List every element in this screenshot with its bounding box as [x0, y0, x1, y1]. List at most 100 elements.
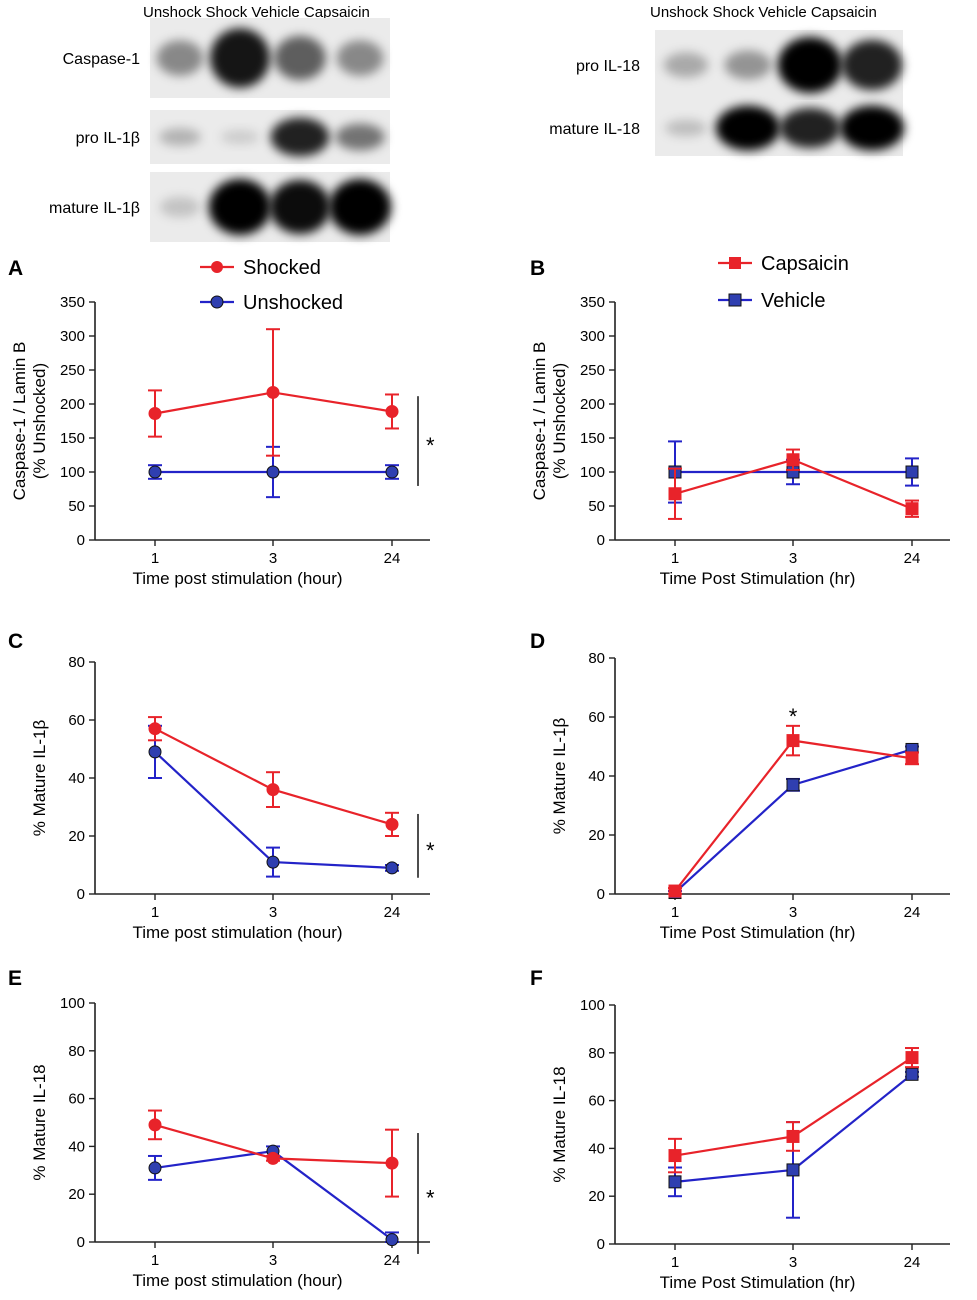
y-tick-label: 100	[60, 464, 85, 481]
blot-band	[839, 105, 905, 151]
y-axis-title: % Mature IL-18	[550, 1066, 569, 1182]
y-tick-label: 250	[60, 362, 85, 379]
x-tick-label: 24	[384, 550, 401, 567]
x-tick-label: 1	[151, 904, 159, 921]
y-tick-label: 60	[68, 712, 85, 729]
x-tick-label: 24	[904, 1254, 921, 1271]
y-tick-label: 100	[580, 464, 605, 481]
chart-panel-e: E 0 20 40 60 80 100 1 3 24 Time post stimulation (…	[8, 967, 435, 1290]
x-axis-title: Time post stimulation (hour)	[132, 1271, 342, 1290]
panel-letter: E	[8, 967, 22, 990]
data-point	[668, 884, 682, 898]
x-tick-label: 3	[269, 1252, 277, 1269]
data-point	[905, 465, 919, 479]
data-point	[786, 734, 800, 748]
chart-panel-c: C 0 20 40 60 80 1 3 24 Time post stimulation (hou…	[8, 630, 435, 942]
y-tick-label: 200	[60, 396, 85, 413]
x-tick-label: 3	[269, 904, 277, 921]
y-tick-label: 80	[588, 650, 605, 667]
y-tick-label: 80	[68, 1043, 85, 1060]
data-point	[786, 1129, 800, 1143]
y-tick-label: 60	[68, 1091, 85, 1108]
data-point	[148, 407, 162, 421]
y-tick-label: 40	[588, 768, 605, 785]
blot-band	[779, 107, 841, 149]
blot-band	[274, 35, 326, 81]
chart-panel-b: B 0 50 100 150 200 250 300 350 1 3 24 Time Post Stim…	[530, 257, 950, 588]
series-shocked	[148, 716, 399, 837]
y-tick-label: 80	[68, 654, 85, 671]
data-point	[385, 1156, 399, 1170]
y-tick-label: 40	[588, 1140, 605, 1157]
x-tick-label: 3	[789, 550, 797, 567]
data-point	[786, 778, 800, 792]
y-tick-label: 50	[588, 498, 605, 515]
x-axis-title: Time Post Stimulation (hr)	[660, 923, 856, 942]
y-tick-label: 300	[580, 328, 605, 345]
y-tick-label: 150	[580, 430, 605, 447]
blot-row-label: pro IL-1β	[76, 130, 140, 147]
x-tick-label: 24	[904, 550, 921, 567]
blot-band	[724, 50, 772, 80]
data-point	[148, 745, 162, 759]
y-tick-label: 100	[60, 995, 85, 1012]
data-point	[385, 404, 399, 418]
panel-letter: C	[8, 630, 23, 653]
data-point	[148, 722, 162, 736]
blot-row-label: pro IL-18	[576, 58, 640, 75]
y-axis-title: Caspase-1 / Lamin B	[530, 342, 549, 501]
panel-letter: A	[8, 257, 23, 280]
blot-band	[663, 52, 709, 78]
legend-marker-vehicle	[728, 293, 742, 307]
chart-panel-f: F 0 20 40 60 80 100 1 3 24 Time Post Stimulation (…	[530, 967, 950, 1292]
panel-letter: F	[530, 967, 543, 990]
blot-band	[156, 40, 204, 76]
x-tick-label: 24	[904, 904, 921, 921]
blot-right-row: mature IL-18	[549, 100, 905, 156]
data-point	[905, 502, 919, 516]
panel-letter: D	[530, 630, 545, 653]
x-tick-label: 1	[671, 1254, 679, 1271]
legend-marker-unshocked	[210, 295, 224, 309]
legend-left: Shocked Unshocked	[200, 257, 343, 314]
data-point	[668, 1149, 682, 1163]
blot-right-row: pro IL-18	[576, 30, 903, 100]
blot-row-label: Caspase-1	[63, 51, 140, 68]
legend-label-vehicle: Vehicle	[761, 290, 826, 312]
series-unshocked	[148, 445, 399, 499]
data-point	[905, 751, 919, 765]
series-vehicle	[668, 742, 919, 900]
x-tick-label: 3	[789, 1254, 797, 1271]
data-point	[266, 465, 280, 479]
legend-label-capsaicin: Capsaicin	[761, 253, 849, 275]
series-unshocked	[148, 724, 399, 878]
x-tick-label: 24	[384, 1252, 401, 1269]
data-point	[905, 1067, 919, 1081]
blot-band	[777, 37, 843, 93]
y-tick-label: 0	[77, 886, 85, 903]
y-tick-label: 300	[60, 328, 85, 345]
legend-marker-shocked	[211, 261, 223, 273]
y-tick-label: 100	[580, 997, 605, 1014]
data-point	[385, 817, 399, 831]
y-tick-label: 20	[588, 1188, 605, 1205]
series-capsaicin	[668, 724, 919, 898]
y-axis-title: Caspase-1 / Lamin B	[10, 342, 29, 501]
y-tick-label: 60	[588, 709, 605, 726]
x-axis-title: Time post stimulation (hour)	[132, 923, 342, 942]
blot-band	[270, 117, 330, 157]
x-tick-label: 3	[269, 550, 277, 567]
x-axis-title: Time Post Stimulation (hr)	[660, 569, 856, 588]
blot-band	[159, 128, 201, 146]
significance-star: *	[426, 838, 435, 863]
blot-right: Unshock Shock Vehicle Capsaicin pro IL-1…	[549, 4, 905, 156]
series-capsaicin	[668, 1047, 919, 1174]
data-point	[668, 1175, 682, 1189]
y-tick-label: 0	[77, 532, 85, 549]
significance-star: *	[426, 433, 435, 458]
blot-band	[269, 179, 331, 235]
y-axis-title: % Mature IL-1β	[550, 718, 569, 835]
y-tick-label: 150	[60, 430, 85, 447]
